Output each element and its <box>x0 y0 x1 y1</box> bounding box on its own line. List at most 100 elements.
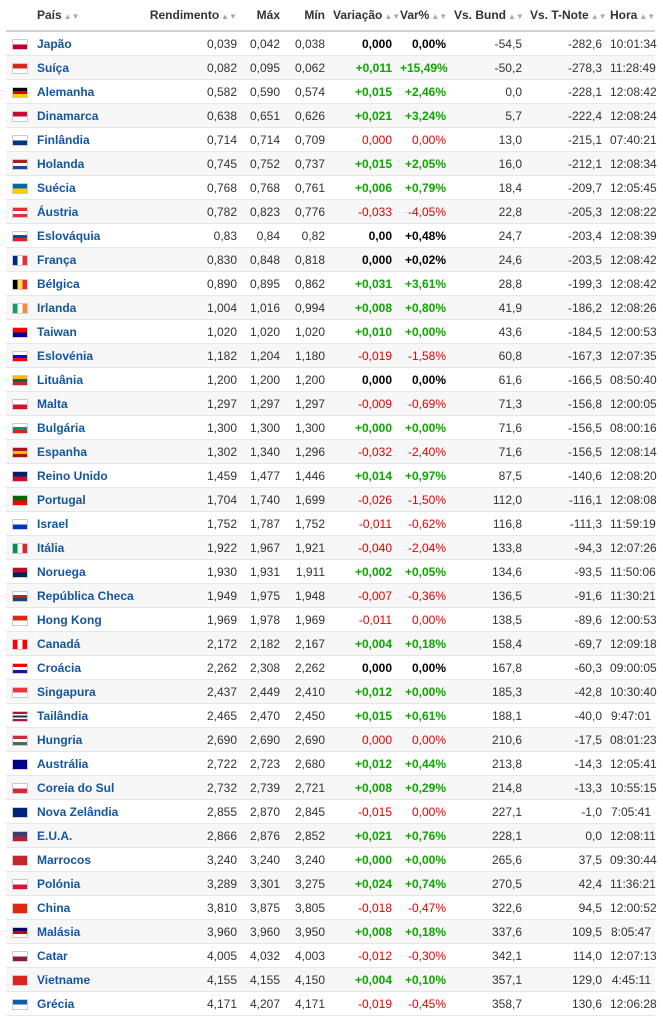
table-row[interactable]: Portugal 1,704 1,740 1,699 -0,026 -1,50% 112,0… <box>6 487 657 512</box>
table-row[interactable]: Canadá 2,172 2,182 2,167 +0,004 +0,18% 158,4 -6… <box>6 631 657 656</box>
table-row[interactable]: Alemanha 0,582 0,590 0,574 +0,015 +2,46% 0,0 -2… <box>6 79 657 104</box>
country-name-link[interactable]: Taiwan <box>33 319 145 344</box>
country-name-link[interactable]: Polónia <box>33 871 145 896</box>
yield-cell: 0,714 <box>145 127 241 152</box>
table-row[interactable]: Áustria 0,782 0,823 0,776 -0,033 -4,05% 22,8 -2… <box>6 199 657 224</box>
vs-bund-cell: 0,0 <box>450 79 526 104</box>
table-row[interactable]: Malásia 3,960 3,960 3,950 +0,008 +0,18% 337,6 1… <box>6 919 655 944</box>
flag-cell <box>6 223 33 248</box>
header-low[interactable]: Mín <box>284 0 329 32</box>
country-name-link[interactable]: França <box>33 247 145 272</box>
table-row[interactable]: Suécia 0,768 0,768 0,761 +0,006 +0,79% 18,4 -20… <box>6 175 657 200</box>
table-row[interactable]: Taiwan 1,020 1,020 1,020 +0,010 +0,00% 43,6 -18… <box>6 319 657 344</box>
country-name-link[interactable]: Japão <box>33 31 145 56</box>
country-name-link[interactable]: Hungria <box>33 727 145 752</box>
table-row[interactable]: Suíça 0,082 0,095 0,062 +0,011 +15,49% -50,2 -2… <box>6 55 656 80</box>
country-name-link[interactable]: Vietname <box>33 967 145 992</box>
country-name-link[interactable]: Holanda <box>33 151 145 176</box>
country-name-link[interactable]: Reino Unido <box>33 463 145 488</box>
country-name-link[interactable]: Austrália <box>33 751 145 776</box>
table-row[interactable]: Japão 0,039 0,042 0,038 0,000 0,00% -54,5 -282,… <box>6 31 657 56</box>
country-name-link[interactable]: Malásia <box>33 919 145 944</box>
country-name-link[interactable]: E.U.A. <box>33 823 145 848</box>
country-name-link[interactable]: Áustria <box>33 199 145 224</box>
country-name-link[interactable]: Nova Zelândia <box>33 799 145 824</box>
header-time[interactable]: Hora ▲▼ <box>606 0 655 32</box>
table-row[interactable]: E.U.A. 2,866 2,876 2,852 +0,021 +0,76% 228,1 0,… <box>6 823 656 848</box>
country-name-link[interactable]: Suíça <box>33 55 145 80</box>
table-row[interactable]: Polónia 3,289 3,301 3,275 +0,024 +0,74% 270,5 4… <box>6 871 656 896</box>
time-cell: 11:30:21 <box>606 583 656 608</box>
country-name-link[interactable]: Malta <box>33 391 145 416</box>
country-name-link[interactable]: Canadá <box>33 631 145 656</box>
table-row[interactable]: Espanha 1,302 1,340 1,296 -0,032 -2,40% 71,6 -1… <box>6 439 657 464</box>
country-name-link[interactable]: Suécia <box>33 175 145 200</box>
high-cell: 0,752 <box>241 151 284 176</box>
country-name-link[interactable]: Portugal <box>33 487 145 512</box>
table-row[interactable]: Dinamarca 0,638 0,651 0,626 +0,021 +3,24% 5,7-… <box>6 103 657 128</box>
table-row[interactable]: França 0,830 0,848 0,818 0,000 +0,02% 24,6 -203… <box>6 247 657 272</box>
table-row[interactable]: Singapura 2,437 2,449 2,410 +0,012 +0,00% 185,… <box>6 679 657 704</box>
table-row[interactable]: Hungria 2,690 2,690 2,690 0,000 0,00% 210,6 -17… <box>6 727 657 752</box>
country-name-link[interactable]: Israel <box>33 511 145 536</box>
table-row[interactable]: República Checa 1,949 1,975 1,948 -0,007 -0,3… <box>6 583 656 608</box>
header-change-pct[interactable]: Var% ▲▼ <box>396 0 450 32</box>
country-name-link[interactable]: Itália <box>33 535 145 560</box>
table-row[interactable]: Bulgária 1,300 1,300 1,300 +0,000 +0,00% 71,6-… <box>6 415 657 440</box>
change-cell: 0,000 <box>329 247 396 272</box>
table-row[interactable]: Malta 1,297 1,297 1,297 -0,009 -0,69% 71,3 -156… <box>6 391 657 416</box>
country-name-link[interactable]: Singapura <box>33 679 145 704</box>
country-name-link[interactable]: Coreia do Sul <box>33 775 145 800</box>
table-row[interactable]: Irlanda 1,004 1,016 0,994 +0,008 +0,80% 41,9 -1… <box>6 295 657 320</box>
table-row[interactable]: Eslovénia 1,182 1,204 1,180 -0,019 -1,58% 60,8… <box>6 343 657 368</box>
table-row[interactable]: Israel 1,752 1,787 1,752 -0,011 -0,62% 116,8 -1… <box>6 511 656 536</box>
header-yield[interactable]: Rendimento ▲▼ <box>145 0 241 32</box>
country-name-link[interactable]: Hong Kong <box>33 607 145 632</box>
country-name-link[interactable]: Dinamarca <box>33 103 145 128</box>
country-name-link[interactable]: Noruega <box>33 559 145 584</box>
country-name-link[interactable]: Finlândia <box>33 127 145 152</box>
header-change[interactable]: Variação ▲▼ <box>329 0 400 32</box>
table-row[interactable]: Noruega 1,930 1,931 1,911 +0,002 +0,05% 134,6-… <box>6 559 656 584</box>
country-name-link[interactable]: Croácia <box>33 655 145 680</box>
table-row[interactable]: Lituânia 1,200 1,200 1,200 0,000 0,00% 61,6 -16… <box>6 367 657 392</box>
table-row[interactable]: Itália 1,922 1,967 1,921 -0,040 -2,04% 133,8 -9… <box>6 535 657 560</box>
country-name-link[interactable]: Tailândia <box>33 703 145 728</box>
change-cell: +0,011 <box>329 55 396 80</box>
country-name-link[interactable]: Marrocos <box>33 847 145 872</box>
country-name-link[interactable]: República Checa <box>33 583 145 608</box>
table-row[interactable]: Marrocos 3,240 3,240 3,240 +0,000 +0,00% 265,6… <box>6 847 657 872</box>
country-name-link[interactable]: Bélgica <box>33 271 145 296</box>
table-row[interactable]: Eslováquia 0,83 0,84 0,82 0,00 +0,48% 24,7 -203… <box>6 223 657 248</box>
table-row[interactable]: Catar 4,005 4,032 4,003 -0,012 -0,30% 342,1 114… <box>6 943 657 968</box>
table-row[interactable]: Nova Zelândia 2,855 2,870 2,845 -0,015 0,00% 2… <box>6 799 655 824</box>
table-row[interactable]: Coreia do Sul 2,732 2,739 2,721 +0,008 +0,29%… <box>6 775 657 800</box>
header-high[interactable]: Máx <box>241 0 284 32</box>
country-name-link[interactable]: Alemanha <box>33 79 145 104</box>
table-row[interactable]: Tailândia 2,465 2,470 2,450 +0,015 +0,61% 188,… <box>6 703 655 728</box>
table-row[interactable]: Grécia 4,171 4,207 4,171 -0,019 -0,45% 358,7 13… <box>6 991 657 1016</box>
table-row[interactable]: Finlândia 0,714 0,714 0,709 0,000 0,00% 13,0 -2… <box>6 127 657 152</box>
table-row[interactable]: Austrália 2,722 2,723 2,680 +0,012 +0,44% 213,… <box>6 751 657 776</box>
table-row[interactable]: China 3,810 3,875 3,805 -0,018 -0,47% 322,6 94,… <box>6 895 657 920</box>
header-vs-tnote[interactable]: Vs. T-Note ▲▼ <box>526 0 607 32</box>
country-name-link[interactable]: Bulgária <box>33 415 145 440</box>
table-row[interactable]: Bélgica 0,890 0,895 0,862 +0,031 +3,61% 28,8 -1… <box>6 271 657 296</box>
table-row[interactable]: Holanda 0,745 0,752 0,737 +0,015 +2,05% 16,0 -2… <box>6 151 657 176</box>
table-row[interactable]: Hong Kong 1,969 1,978 1,969 -0,011 0,00% 138,5… <box>6 607 657 632</box>
country-name-link[interactable]: Lituânia <box>33 367 145 392</box>
table-row[interactable]: Vietname 4,155 4,155 4,150 +0,004 +0,10% 357,1… <box>6 967 655 992</box>
flag-cell <box>6 727 33 752</box>
header-country[interactable]: País ▲▼ <box>33 0 145 32</box>
country-name-link[interactable]: Irlanda <box>33 295 145 320</box>
table-row[interactable]: Croácia 2,262 2,308 2,262 0,000 0,00% 167,8 -60… <box>6 655 657 680</box>
country-flag-icon <box>12 350 28 362</box>
country-name-link[interactable]: Catar <box>33 943 145 968</box>
country-name-link[interactable]: Espanha <box>33 439 145 464</box>
country-name-link[interactable]: China <box>33 895 145 920</box>
header-vs-bund[interactable]: Vs. Bund ▲▼ <box>450 0 526 32</box>
country-name-link[interactable]: Eslovénia <box>33 343 145 368</box>
country-name-link[interactable]: Grécia <box>33 991 145 1016</box>
table-row[interactable]: Reino Unido 1,459 1,477 1,446 +0,014 +0,97% 87… <box>6 463 657 488</box>
country-name-link[interactable]: Eslováquia <box>33 223 145 248</box>
